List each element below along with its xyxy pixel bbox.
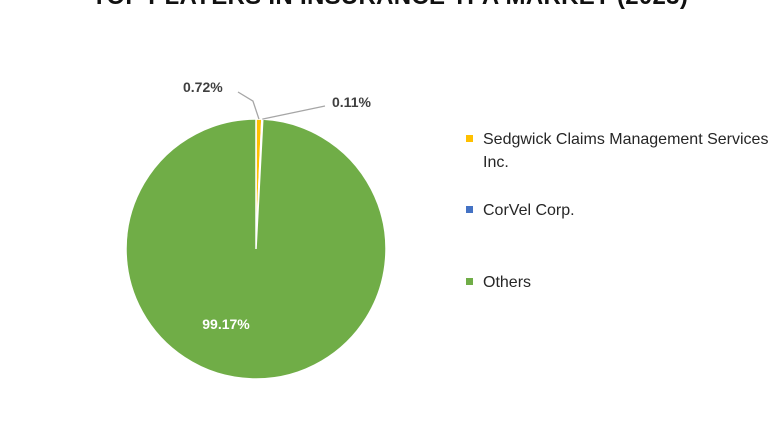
legend-item-corvel: CorVel Corp. xyxy=(466,199,773,222)
legend-item-others: Others xyxy=(466,271,773,294)
legend-label-sedgwick: Sedgwick Claims Management Services Inc. xyxy=(483,131,769,171)
data-label-corvel: 0.11% xyxy=(332,94,371,110)
legend-item-sedgwick: Sedgwick Claims Management Services Inc. xyxy=(466,128,773,174)
data-label-others: 99.17% xyxy=(202,316,250,332)
data-label-sedgwick: 0.72% xyxy=(183,79,223,95)
chart-title: TOP PLAYERS IN INSURANCE TPA MARKET (202… xyxy=(0,0,780,11)
pie-slice-others xyxy=(125,118,387,380)
legend-swatch-others xyxy=(466,278,473,285)
leader-line-sedgwick xyxy=(237,91,260,120)
legend-swatch-sedgwick xyxy=(466,135,473,142)
leader-line-corvel xyxy=(262,105,326,120)
legend-swatch-corvel xyxy=(466,206,473,213)
legend-label-others: Others xyxy=(483,274,532,291)
legend-label-corvel: CorVel Corp. xyxy=(483,202,575,219)
